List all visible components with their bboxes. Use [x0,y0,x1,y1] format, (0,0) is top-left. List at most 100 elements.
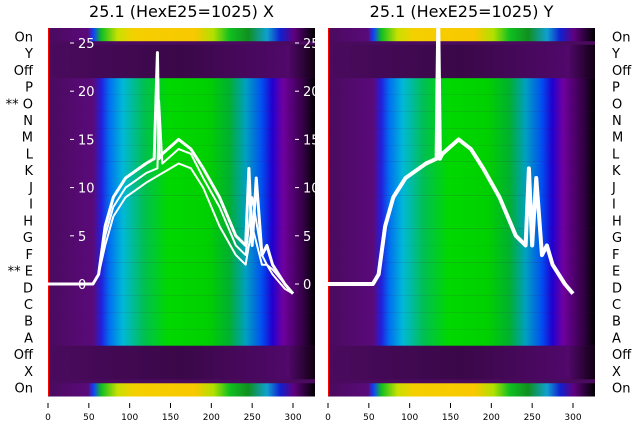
row-label: A [612,331,621,346]
heatmap-row [328,111,595,129]
y-tick-label: 25 [303,37,320,52]
row-label: F [26,248,33,263]
heatmap-row [48,312,315,330]
x-tick-label: 250 [244,413,261,423]
y-tick-label: 0 [303,278,311,293]
row-label: D [23,281,33,296]
y-tick-label: 20 [78,85,95,100]
y-tick-label: 10 [78,182,95,197]
heatmap-row [328,228,595,246]
y-tick-label: 5 [78,230,86,245]
y-tick-label: 20 [303,85,320,100]
x-tick-label: 50 [83,413,95,423]
heatmap-row [48,195,315,213]
row-label: Off [14,348,34,363]
heatmap-row [328,28,595,42]
x-tick-label: 100 [401,413,418,423]
heatmap-row [48,362,315,380]
heatmap-row [328,278,595,297]
row-label: H [23,214,33,229]
heatmap-row [328,161,595,180]
heatmap-row [48,94,315,113]
row-label: J [28,181,33,196]
x-tick-label: 250 [524,413,541,423]
series-line [48,162,294,295]
heatmap-row [48,28,315,42]
row-label: On [15,382,33,397]
row-label: A [24,331,33,346]
row-label: On [612,30,630,45]
heatmap-row [328,78,595,96]
heatmap-row [328,212,595,230]
heatmap-row [48,145,315,163]
row-label: F [612,248,619,263]
x-tick-label: 50 [363,413,375,423]
heatmap-row [328,345,595,364]
row-label: K [24,164,33,179]
row-label: B [612,315,621,330]
x-tick-label: 200 [203,413,220,423]
heatmap-row [328,94,595,113]
y-tick-label: 15 [303,133,320,148]
row-label: I [29,198,33,213]
row-label: Off [612,348,632,363]
heatmap-row [328,262,595,280]
row-label: P [25,81,33,96]
row-label: X [612,365,621,380]
heatmap-row [48,61,315,79]
heatmap-row [48,111,315,129]
heatmap-row [48,128,315,146]
row-label: L [612,147,620,162]
row-label: G [612,231,622,246]
heatmap-row [328,295,595,313]
row-label: C [24,298,33,313]
heatmap-row [48,329,315,347]
row-label: Y [24,47,33,62]
heatmap-row [328,329,595,347]
row-label: C [612,298,621,313]
heatmap-row [328,145,595,163]
x-tick-label: 0 [325,413,331,423]
y-tick-label: 15 [78,133,95,148]
panel-title: 25.1 (HexE25=1025) X [89,2,274,21]
heatmap-row [48,212,315,230]
row-label: X [24,365,33,380]
heatmap-row [48,44,315,62]
heatmap-row [328,312,595,330]
panel-y: 25.1 (HexE25=1025) Y On Y Off PONMLKJIHGFEDC… [325,2,632,423]
row-label: O [612,97,622,112]
row-label: Off [14,64,34,79]
row-label: D [612,281,622,296]
heatmap-row [48,228,315,246]
row-label: B [24,315,33,330]
row-label: Y [611,47,620,62]
heatmap-row [48,383,315,397]
row-label: K [612,164,621,179]
row-label: N [612,114,622,129]
heatmap-row [328,61,595,79]
row-label: ** E [8,265,33,280]
row-label: N [23,114,33,129]
panel-x: 25.1 (HexE25=1025) X On Y Off P** O NMLKJIHGF… [6,2,315,423]
heatmap-row [328,383,595,397]
row-label: E [612,265,620,280]
row-label: On [612,382,630,397]
y-tick-label: 5 [303,230,311,245]
heatmap-row [328,178,595,196]
x-tick-label: 200 [483,413,500,423]
row-label: M [22,131,33,146]
row-label: L [26,147,34,162]
heatmap-row [328,128,595,146]
x-tick-label: 100 [121,413,138,423]
heatmap-row [48,245,315,263]
row-label: ** O [6,97,33,112]
row-label: P [612,81,620,96]
row-label: On [15,30,33,45]
row-label: G [23,231,33,246]
heatmap-row [48,78,315,96]
heatmap-row [48,295,315,313]
row-label: M [612,131,623,146]
series-line [328,21,575,295]
heatmap-row [328,195,595,213]
heatmap-row [328,245,595,263]
